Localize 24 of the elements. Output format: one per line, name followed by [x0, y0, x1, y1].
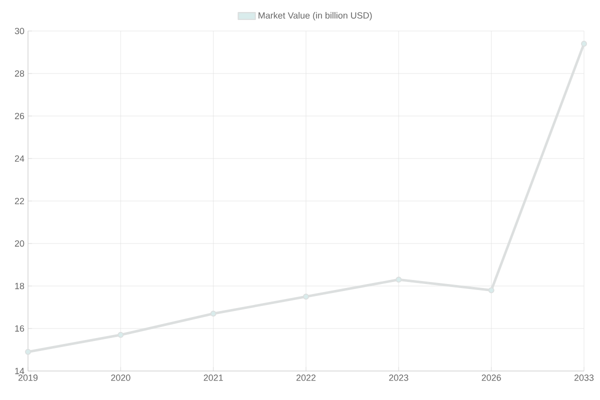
x-tick-label: 2033	[574, 374, 594, 381]
x-tick-label: 2021	[204, 374, 223, 381]
y-tick-label: 28	[14, 70, 24, 77]
x-tick-label: 2023	[389, 374, 408, 381]
y-tick-label: 22	[14, 198, 24, 204]
y-tick-label: 20	[14, 240, 24, 247]
y-tick-label: 24	[14, 155, 24, 162]
point	[396, 276, 402, 283]
y-tick-label: 14	[15, 368, 24, 374]
point	[210, 310, 216, 317]
y-tick-label: 30	[14, 28, 24, 34]
y-tick-label: 26	[14, 112, 24, 120]
y-tick-label: 18	[15, 282, 24, 290]
point	[488, 287, 494, 294]
point	[25, 348, 31, 355]
point	[118, 332, 124, 338]
legend-label: Market Value (in billion USD)	[258, 12, 372, 20]
y-tick-label: 16	[15, 325, 24, 332]
x-tick-label: 2022	[296, 374, 316, 381]
x-tick-label: 2020	[111, 374, 130, 381]
point	[303, 294, 309, 300]
x-tick-label: 2026	[482, 374, 501, 381]
point	[581, 40, 587, 47]
x-tick-label: 2019	[18, 374, 38, 381]
